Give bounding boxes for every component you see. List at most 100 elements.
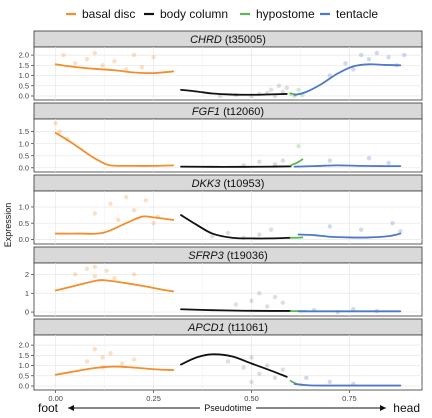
y-tick-label: 0.0 [19, 235, 29, 244]
panel-points [92, 195, 403, 240]
panel-title: SFRP3 (t19036) [188, 250, 268, 262]
series-line-body-column [180, 88, 288, 96]
series-line-body-column [180, 214, 292, 240]
series-line-hypostome [289, 158, 304, 167]
panel-plot-area [33, 46, 423, 101]
panel-plot-area [33, 118, 423, 173]
y-tick-label: 2.0 [19, 341, 29, 350]
point-tentacle [366, 155, 372, 161]
point-basal-disc [151, 220, 156, 226]
series-line-basal-disc [54, 365, 175, 376]
legend-label-basal-disc: basal disc [82, 7, 135, 21]
point-body-column [257, 232, 262, 237]
panel-title: CHRD (t35005) [190, 34, 266, 46]
point-tentacle [402, 52, 407, 58]
x-tick-label: 0.50 [244, 394, 259, 403]
point-body-column [264, 363, 270, 368]
panel-title: APCD1 (t11061) [187, 322, 268, 334]
point-basal-disc [61, 52, 66, 58]
panel-dkk3: DKK3 (t10953) 0.0 0.5 1.0 [19, 174, 423, 245]
point-body-column [241, 365, 246, 370]
point-basal-disc [53, 121, 58, 126]
point-tentacle [351, 307, 356, 312]
x-tick-label: 0.25 [146, 394, 161, 403]
point-basal-disc [92, 274, 98, 279]
point-basal-disc [84, 266, 90, 272]
direction-label-right: head [393, 401, 420, 415]
y-tick-label: 1.0 [19, 139, 29, 148]
point-tentacle [327, 158, 333, 163]
point-body-column [280, 300, 286, 305]
arrow-left-head [68, 405, 74, 411]
point-tentacle [390, 220, 395, 226]
point-basal-disc [123, 195, 129, 200]
point-tentacle [398, 229, 403, 234]
point-body-column [268, 227, 274, 232]
panel-grid [34, 47, 422, 100]
point-body-column [233, 302, 239, 307]
point-body-column [280, 89, 286, 95]
point-body-column [257, 371, 262, 376]
point-basal-disc [131, 208, 137, 213]
point-basal-disc [57, 129, 62, 134]
y-tick-label: 0.5 [19, 81, 29, 90]
y-tick-label: 2.0 [19, 51, 29, 60]
y-tick-label: 1.5 [19, 351, 29, 360]
series-line-tentacle [297, 232, 402, 239]
panel-grid [34, 191, 422, 244]
point-tentacle [386, 54, 391, 60]
point-tentacle [343, 61, 348, 66]
point-body-column [280, 367, 286, 372]
point-body-column [257, 291, 262, 296]
point-tentacle [374, 50, 380, 56]
point-tentacle [327, 73, 333, 78]
y-axis-title: Expression [3, 203, 13, 248]
point-body-column [280, 158, 286, 163]
y-tick-label: 0.5 [19, 371, 29, 380]
panel-title: DKK3 (t10953) [192, 178, 265, 190]
series-line-basal-disc [54, 63, 175, 75]
legend-label-body-column: body column [160, 7, 228, 21]
series-line-basal-disc [54, 215, 175, 235]
x-axis: 0.00 0.25 0.50 0.75 [48, 390, 357, 403]
point-body-column [249, 298, 254, 303]
direction-label-left: foot [38, 401, 59, 415]
series-line-tentacle [293, 164, 402, 168]
y-tick-label: 1.5 [19, 61, 29, 70]
x-axis-title: Pseudotime [204, 403, 252, 413]
point-body-column [284, 85, 289, 91]
point-basal-disc [151, 54, 156, 60]
legend-item-hypostome: hypostome [240, 7, 315, 21]
y-tick-label: 1.0 [19, 361, 29, 370]
direction-arrows [68, 405, 386, 411]
point-basal-disc [73, 61, 78, 66]
point-body-column [225, 230, 231, 236]
point-basal-disc [108, 201, 113, 206]
point-body-column [264, 304, 270, 309]
panel-apcd1: APCD1 (t11061) 0.0 0.51.01.52.0 [19, 318, 423, 391]
panel-grid [34, 119, 422, 172]
legend-item-tentacle: tentacle [320, 7, 378, 21]
series-line-body-column [180, 353, 288, 378]
panel-plot-area [33, 262, 423, 317]
point-hypostome [296, 143, 301, 149]
point-body-column [268, 87, 274, 93]
point-basal-disc [120, 361, 125, 366]
point-basal-disc [131, 357, 137, 362]
point-basal-disc [143, 198, 148, 203]
point-basal-disc [139, 65, 145, 70]
point-basal-disc [112, 276, 117, 281]
panel-sfrp3: SFRP3 (t19036) 0 1 2 [25, 246, 423, 317]
point-body-column [272, 294, 278, 300]
point-body-column [249, 355, 254, 360]
point-basal-disc [92, 347, 98, 352]
y-tick-label: 1.0 [19, 71, 29, 80]
y-tick-label: 1.5 [19, 127, 29, 136]
point-tentacle [358, 227, 364, 232]
y-tick-label: 0.5 [19, 151, 29, 160]
point-basal-disc [92, 50, 98, 56]
x-tick-label: 0.75 [342, 394, 357, 403]
y-tick-label: 0 [25, 308, 29, 317]
series-line-body-column [180, 308, 292, 312]
